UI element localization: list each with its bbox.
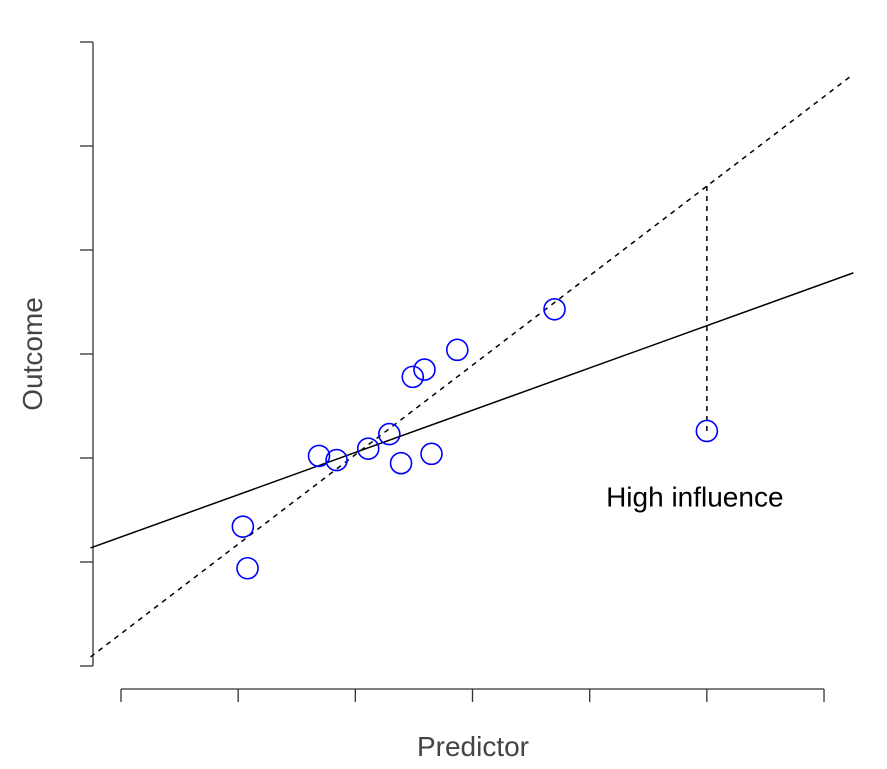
data-point <box>231 515 255 538</box>
data-point <box>413 358 436 381</box>
high-influence-annotation: High influence <box>606 481 783 512</box>
fit-without-influential-line <box>90 73 854 658</box>
x-axis-label: Predictor <box>417 731 529 762</box>
data-point <box>236 556 259 580</box>
data-point <box>325 448 348 472</box>
data-point <box>420 442 443 466</box>
data-points <box>231 297 719 580</box>
data-point <box>307 444 331 468</box>
data-point <box>389 451 413 475</box>
y-axis-label: Outcome <box>17 297 48 411</box>
data-point <box>445 338 469 362</box>
data-point <box>356 437 380 460</box>
data-point <box>401 365 425 389</box>
regression-lines <box>90 73 854 658</box>
axes <box>80 41 825 702</box>
fit-all-line <box>90 272 854 549</box>
data-point <box>543 297 566 321</box>
data-point <box>695 419 719 443</box>
data-point <box>378 422 401 446</box>
